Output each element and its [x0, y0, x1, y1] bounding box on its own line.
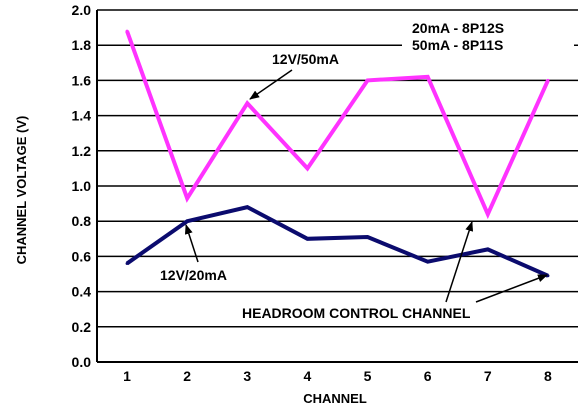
y-tick-label: 0.6: [72, 248, 92, 264]
x-tick-label: 7: [484, 368, 492, 384]
x-tick-label: 6: [424, 368, 432, 384]
data-point: [426, 260, 430, 264]
series-label-20ma-arrow: [184, 224, 199, 263]
data-point: [125, 29, 129, 33]
y-tick-label: 0.0: [72, 354, 92, 370]
y-tick-labels: 0.0 0.2 0.4 0.6 0.8 1.0 1.2 1.4 1.6 1.8 2.0: [72, 2, 92, 370]
gridlines: [97, 9, 578, 328]
data-point: [305, 166, 309, 170]
headroom-arrow-8: [475, 274, 548, 303]
data-point: [486, 247, 490, 251]
data-point: [245, 101, 249, 105]
headroom-label-background: [238, 302, 570, 323]
data-point: [305, 237, 309, 241]
y-tick-label: 0.2: [72, 319, 92, 335]
x-axis-label: CHANNEL: [303, 391, 367, 406]
y-tick-label: 1.2: [72, 143, 92, 159]
series-label-50ma-arrow: [249, 69, 293, 100]
data-point: [486, 212, 490, 216]
part-legend-line-1: 20mA - 8P12S: [412, 20, 504, 36]
data-point: [185, 196, 189, 200]
y-tick-label: 0.4: [72, 284, 92, 300]
data-point: [366, 235, 370, 239]
data-point: [546, 78, 550, 82]
y-tick-label: 1.4: [72, 108, 92, 124]
x-tick-labels: 1 2 3 4 5 6 7 8: [123, 368, 552, 384]
part-legend-line-2: 50mA - 8P11S: [412, 37, 503, 53]
x-tick-label: 2: [183, 368, 191, 384]
series-label-50ma-background: [267, 48, 389, 70]
headroom-label: HEADROOM CONTROL CHANNEL: [242, 305, 471, 321]
series-line-20ma: [125, 205, 549, 278]
y-tick-label: 1.0: [72, 178, 92, 194]
data-point: [185, 219, 189, 223]
x-tick-label: 1: [123, 368, 131, 384]
data-point: [426, 75, 430, 79]
x-tick-label: 8: [544, 368, 552, 384]
x-tick-label: 4: [304, 368, 312, 384]
series-label-50ma: 12V/50mA: [272, 51, 339, 67]
y-tick-label: 1.8: [72, 37, 92, 53]
y-tick-label: 1.6: [72, 72, 92, 88]
headroom-arrow-7: [445, 221, 474, 303]
data-point: [245, 205, 249, 209]
x-tick-label: 3: [243, 368, 251, 384]
series-label-20ma: 12V/20mA: [160, 267, 227, 283]
data-point: [125, 261, 129, 265]
y-axis-label: CHANNEL VOLTAGE (V): [14, 116, 29, 265]
data-point: [366, 78, 370, 82]
part-legend-background: [402, 14, 574, 54]
y-tick-label: 2.0: [72, 2, 92, 18]
series-lines: [125, 29, 550, 278]
x-tick-label: 5: [364, 368, 372, 384]
series-line-50ma: [125, 30, 550, 220]
y-tick-label: 0.8: [72, 213, 92, 229]
